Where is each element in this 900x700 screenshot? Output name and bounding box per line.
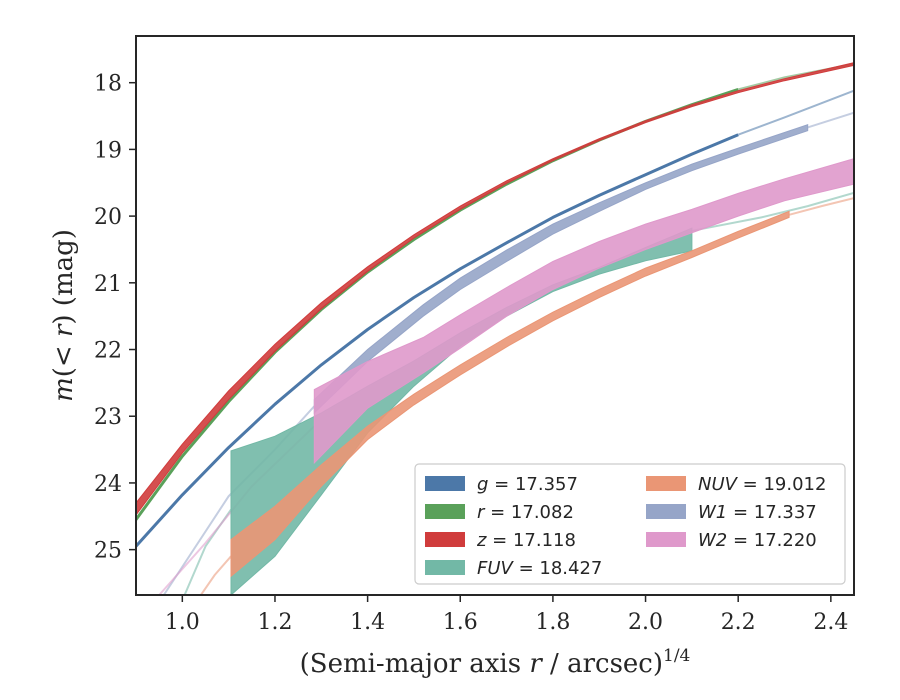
legend-label-fuv: FUV = 18.427 <box>477 558 602 579</box>
series-band-z <box>136 62 854 516</box>
extension-line-nuv <box>788 197 854 216</box>
x-tick-label: 1.8 <box>535 610 570 635</box>
x-tick-label: 1.2 <box>257 610 292 635</box>
x-tick-label: 1.0 <box>165 610 200 635</box>
legend-swatch-fuv <box>425 560 465 575</box>
series-line-g <box>136 133 739 548</box>
legend-label-w2: W2 = 17.220 <box>698 530 817 551</box>
y-tick-label: 18 <box>94 72 122 97</box>
y-axis: 18 19 20 21 22 23 24 25 <box>94 72 136 564</box>
x-tick-label: 2.2 <box>721 610 756 635</box>
extension-line-g <box>737 89 854 136</box>
y-tick-label: 21 <box>94 272 122 297</box>
extension-line-fuv <box>691 191 854 232</box>
legend-swatch-r <box>425 504 465 519</box>
y-tick-label: 24 <box>94 472 122 497</box>
series-band-w1 <box>313 124 809 415</box>
legend-label-nuv: NUV = 19.012 <box>698 474 826 495</box>
x-axis: 1.0 1.2 1.4 1.6 1.8 2.0 2.2 2.4 <box>165 595 848 635</box>
series-band-w2 <box>313 158 854 465</box>
y-tick-label: 20 <box>94 205 122 230</box>
legend-swatch-g <box>425 476 465 491</box>
legend-label-z: z = 17.118 <box>476 530 576 551</box>
plot-frame <box>135 35 855 596</box>
legend-swatch-z <box>425 532 465 547</box>
series-band-nuv <box>230 210 790 578</box>
legend: g = 17.357 r = 17.082 z = 17.118 FUV = 18.4… <box>414 463 846 585</box>
legend-swatch-w2 <box>646 532 686 547</box>
x-axis-label: (Semi-major axis r / arcsec)1/4 <box>300 646 691 679</box>
extension-line-w1 <box>807 111 854 129</box>
y-tick-label: 25 <box>94 539 122 564</box>
plot-area <box>136 62 854 595</box>
x-tick-label: 2.4 <box>813 610 848 635</box>
extension-line-nuv <box>200 555 232 595</box>
legend-swatch-nuv <box>646 476 686 491</box>
legend-label-r: r = 17.082 <box>477 502 574 523</box>
legend-frame <box>414 463 846 585</box>
legend-label-w1: W1 = 17.337 <box>698 502 817 523</box>
x-tick-label: 1.4 <box>350 610 385 635</box>
y-tick-label: 19 <box>94 138 122 163</box>
legend-swatch-w1 <box>646 504 686 519</box>
legend-label-g: g = 17.357 <box>477 474 578 495</box>
x-tick-label: 2.0 <box>628 610 663 635</box>
y-tick-label: 22 <box>94 339 122 364</box>
y-axis-label: m(< r) (mag) <box>49 229 79 402</box>
x-tick-label: 1.6 <box>443 610 478 635</box>
y-tick-label: 23 <box>94 405 122 430</box>
